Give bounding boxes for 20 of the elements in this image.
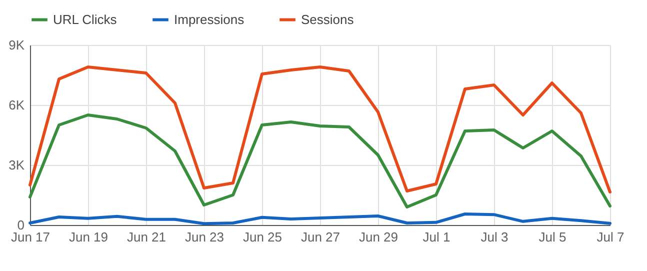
line-series	[28, 114, 612, 208]
legend-label: Sessions	[301, 12, 354, 27]
x-tick-label: Jun 19	[68, 230, 108, 244]
y-tick-label: 3K	[8, 158, 25, 172]
line-series	[28, 66, 612, 194]
legend-label: Impressions	[174, 12, 245, 27]
x-tick-label: Jul 3	[480, 230, 508, 244]
x-tick-label: Jun 23	[184, 230, 224, 244]
x-tick-label: Jun 21	[126, 230, 166, 244]
y-tick-label: 0	[17, 218, 24, 232]
legend-label: URL Clicks	[53, 12, 118, 27]
x-tick-label: Jul 1	[422, 230, 450, 244]
y-tick-label: 6K	[8, 98, 25, 112]
y-tick-label: 9K	[8, 38, 25, 52]
x-tick-label: Jun 27	[300, 230, 340, 244]
x-tick-label: Jul 7	[596, 230, 624, 244]
x-tick-label: Jun 25	[242, 230, 282, 244]
x-tick-label: Jun 29	[358, 230, 398, 244]
x-tick-label: Jul 5	[538, 230, 566, 244]
x-tick-label: Jun 17	[10, 230, 50, 244]
